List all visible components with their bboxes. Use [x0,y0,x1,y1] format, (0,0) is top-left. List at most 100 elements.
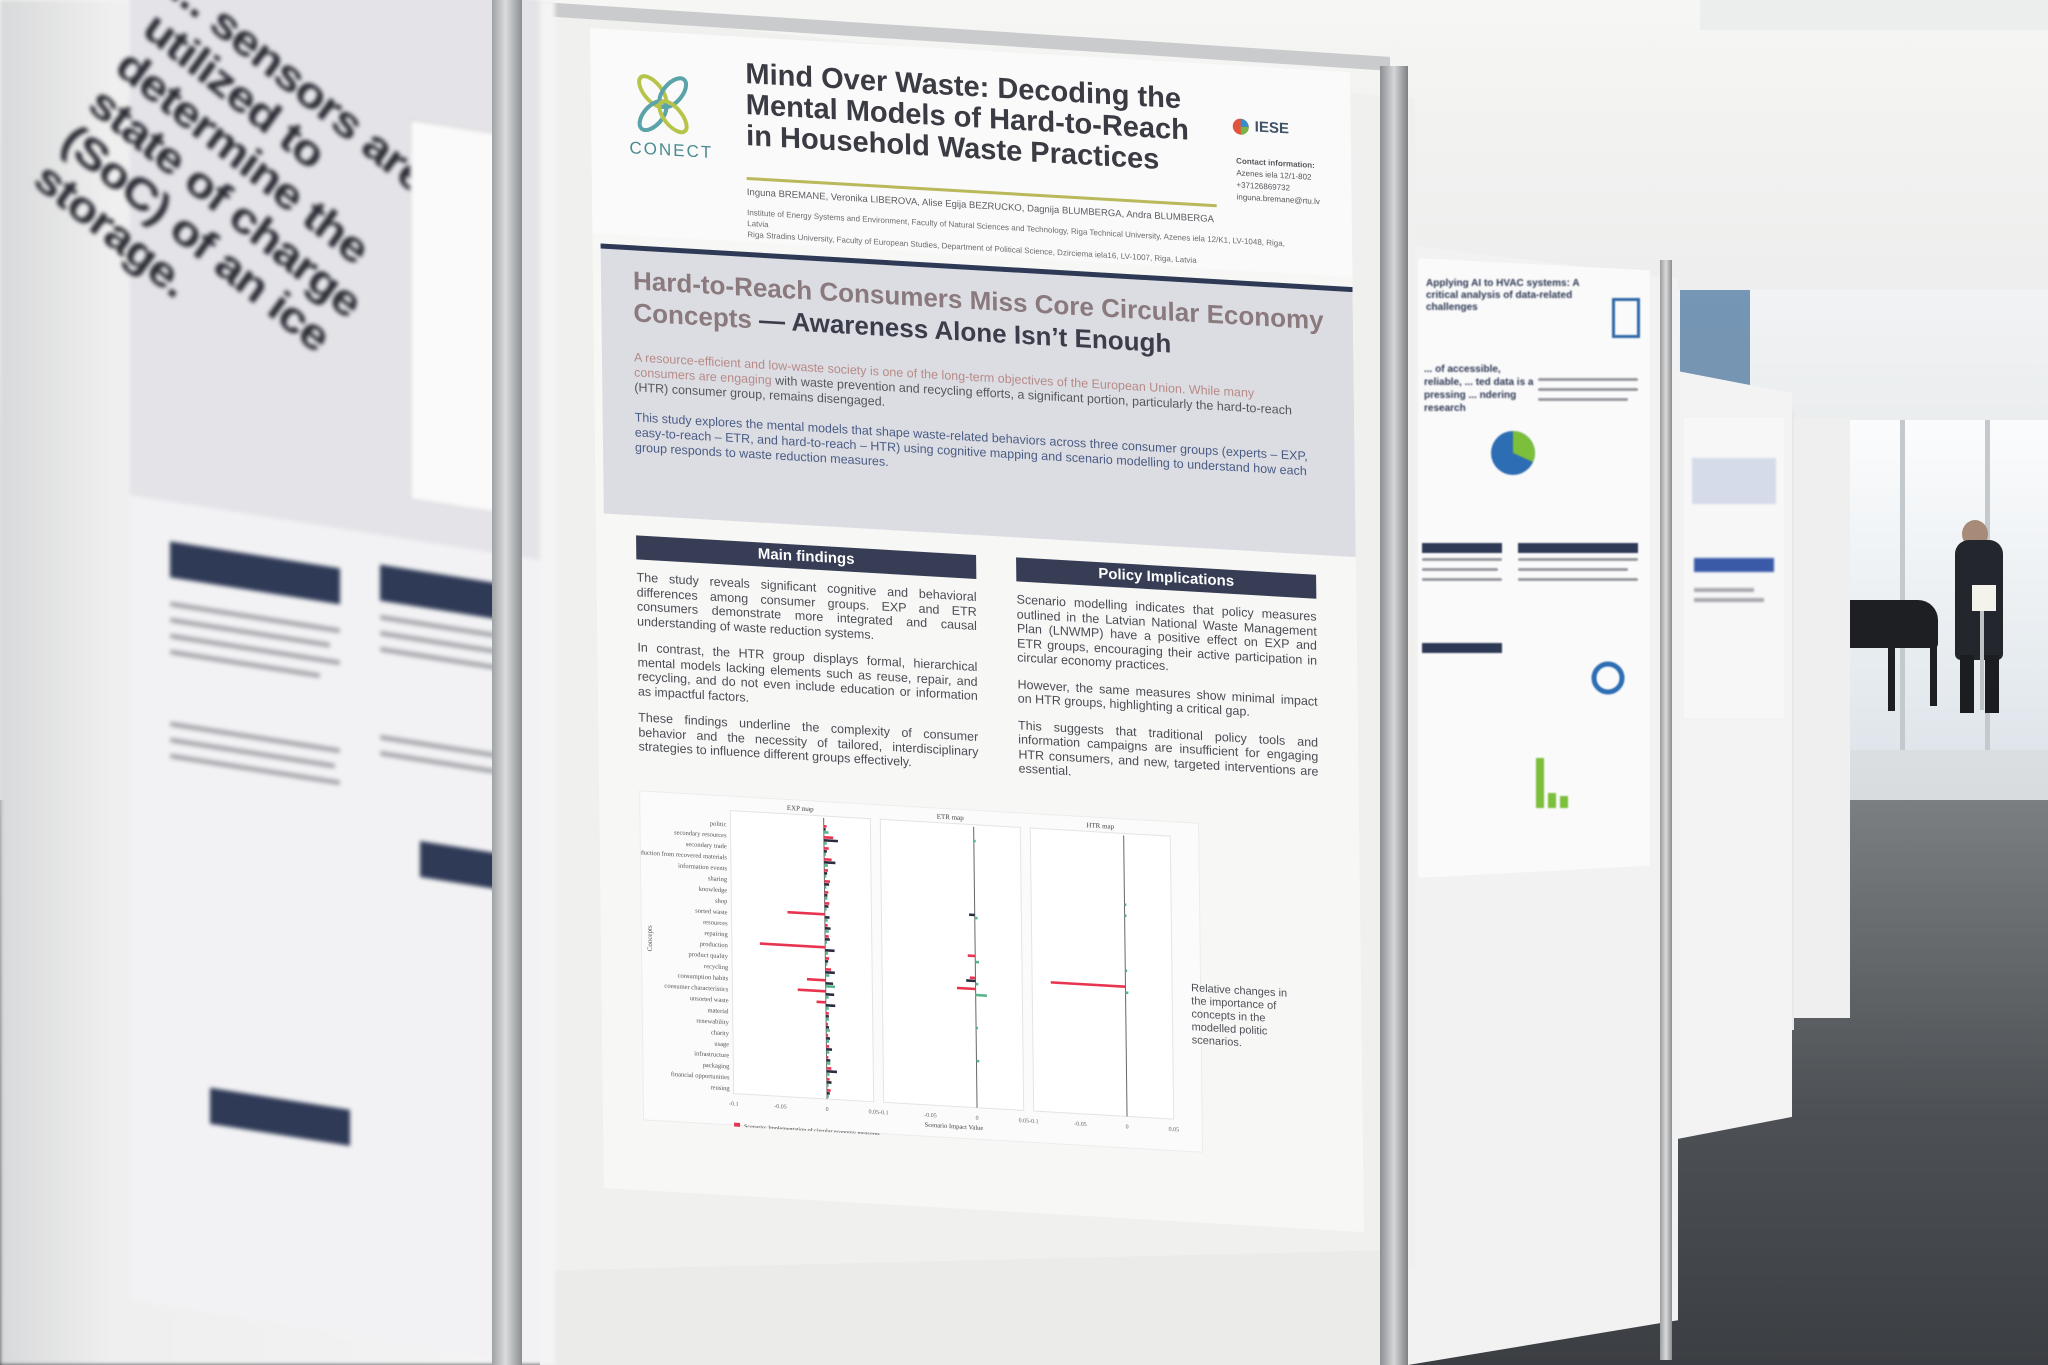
right-poster-text-line [1538,398,1628,401]
chart-bar [826,1095,829,1098]
tick-label-category: information events [678,863,727,873]
piano-leg [1930,640,1937,706]
chart-bar [825,938,830,941]
chart-bar [826,1062,831,1065]
board-lower-panel [540,1250,1400,1365]
chart-bar [825,941,828,944]
chart-bar [823,828,826,831]
chart-bar [966,979,976,983]
chart-bar [976,1026,978,1030]
tick-label-x: 0.05 [1019,1118,1030,1125]
right-poster-text-line [1422,568,1498,571]
tick-label-category: sorted waste [695,907,727,916]
chart-bar [824,886,827,889]
chart-bar [826,1078,830,1081]
chart-bar [825,996,829,999]
chart-bar [825,935,829,938]
piano-leg [1888,645,1895,711]
left-poster-head [210,1087,350,1146]
right-poster-title: Applying AI to HVAC systems: A critical … [1426,278,1580,313]
tick-label-category: sharing [708,875,728,883]
chart-bar [826,1029,830,1032]
tick-label-category: resources [703,919,728,927]
chart-bar [826,1051,830,1054]
right-poster-bar [1536,758,1544,808]
poster-headline: Hard-to-Reach Consumers Miss Core Circul… [633,264,1334,369]
chart-bar [826,1056,829,1059]
tick-label-category: packaging [703,1062,731,1071]
policy-heading: Policy Implications [1016,557,1317,599]
tick-label-x: -0.1 [729,1101,739,1108]
chart-bar [824,850,827,853]
chart-bar [826,1048,833,1051]
tick-label-category: consumer characteristics [664,983,729,994]
left-poster-text-line [170,601,340,634]
policy-p1: Scenario modelling indicates that policy… [1016,592,1318,674]
iese-logo-icon [1232,118,1249,135]
tick-label-category: consumption habits [678,972,729,982]
tick-label-category: charity [711,1029,730,1037]
sign-stand [1980,590,1984,710]
chart-bar [824,853,826,856]
chart-bar [825,993,835,997]
chart-bar [824,858,832,862]
chart-bar [824,919,828,922]
right-poster-text-line [1538,388,1638,391]
chart-caption: Relative changes in the importance of co… [1191,982,1288,1050]
right-board-pole [1660,260,1672,1360]
chart-bar [823,825,827,828]
chart-panel [729,810,875,1103]
tick-label-category: production from recovered materials [640,849,727,862]
main-findings-text: The study reveals significant cognitive … [636,570,978,785]
person-leg [1985,655,1999,713]
panel-title: HTR map [1086,821,1114,831]
zero-line [1123,835,1128,1117]
chart-bar [825,949,835,953]
scenario-chart: politic secondary resources secondary trad… [639,790,1204,1154]
chart-bar [787,910,825,916]
chart-bar [824,883,830,886]
main-poster: CONECT Mind Over Waste: Decoding the Men… [590,28,1364,1233]
main-findings-p2: In contrast, the HTR group displays form… [637,640,978,705]
main-findings-p3: These findings underline the complexity … [638,710,979,770]
chart-bar [825,1012,829,1015]
chart-bar [974,916,978,920]
tick-label-category: reusing [710,1084,730,1092]
conect-logo-text: CONECT [629,138,714,163]
right-poster-text-line [1538,378,1638,381]
chart-bar [969,976,976,980]
tick-label-category: politic [710,820,727,828]
chart-bar [797,988,826,993]
poster-title: Mind Over Waste: Decoding the Mental Mod… [745,57,1190,176]
tick-label-category: recycling [704,963,729,971]
tick-label-x: 0 [826,1107,829,1113]
tick-label-category: secondary resources [674,829,727,839]
chart-bar [826,1045,830,1048]
chart-bar [824,902,830,905]
chart-panel [1029,827,1175,1120]
chart-bar [1124,903,1127,907]
chart-bar [825,974,830,977]
chart-bar [956,986,976,991]
tick-label-category: shop [715,898,727,906]
tick-label-category: unsorted waste [690,995,729,1004]
tick-label-x: 0 [1126,1124,1129,1130]
chart-bar [824,894,828,897]
distant-poster [1684,418,1784,718]
chart-bar [826,1084,829,1087]
window-mullion [1900,420,1905,750]
chart-bar [825,968,832,971]
chart-bar [826,1081,832,1084]
left-poster-text-line [170,617,330,648]
ceiling-beam [1700,0,2048,30]
chart-bar [824,924,828,927]
chart-bar [967,954,976,958]
tick-label-category: knowledge [699,886,728,895]
chart-bar [1125,969,1128,973]
panel-title: EXP map [787,804,814,814]
chart-bar [826,1026,829,1029]
left-poster-text-line [170,753,340,786]
right-poster-bar [1548,793,1556,808]
policy-text: Scenario modelling indicates that policy… [1016,592,1318,805]
right-poster-logo [1612,298,1640,338]
